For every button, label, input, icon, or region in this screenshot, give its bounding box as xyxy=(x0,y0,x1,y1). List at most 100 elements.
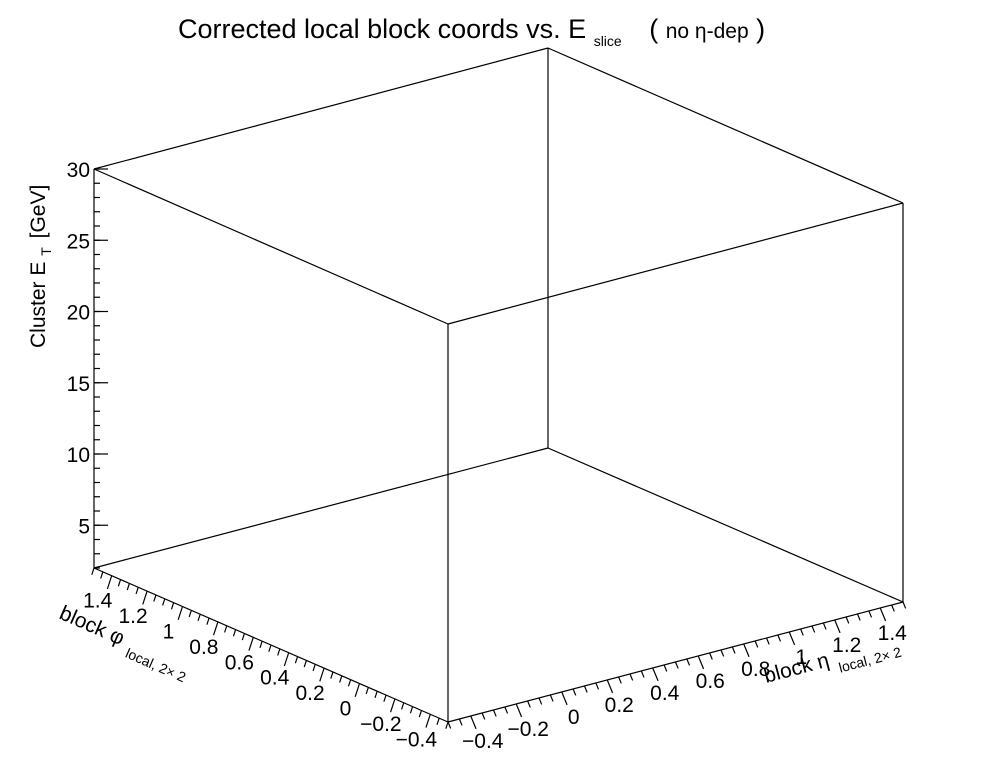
chart-title-subscript: slice xyxy=(594,33,622,49)
y-minor-tick xyxy=(232,629,237,637)
x-tick-label: 1.4 xyxy=(878,622,908,645)
x-axis-tick-labels: −0.4−0.2 0 0.2 0.4 0.6 0.8 1 1.2 1.4 xyxy=(462,622,907,753)
z-tick-label: 5 xyxy=(78,515,90,538)
y-tick-label: 0 xyxy=(340,698,352,721)
x-tick-label: 0.2 xyxy=(605,694,634,717)
z-axis-title: Cluster E T [GeV] xyxy=(27,185,56,348)
x-minor-tick xyxy=(686,658,691,666)
x-major-tick xyxy=(743,643,750,658)
x-minor-tick xyxy=(640,670,645,678)
x-major-tick xyxy=(606,679,614,694)
y-major-tick xyxy=(248,637,254,651)
box-edge-back-right-bottom xyxy=(547,447,904,603)
x-major-tick xyxy=(515,703,523,718)
x-minor-tick xyxy=(572,688,577,696)
y-minor-tick xyxy=(303,660,307,668)
y-major-tick xyxy=(389,698,396,713)
box-edge-back-right-top xyxy=(547,47,904,204)
z-axis-tick-labels: 5 10 15 20 25 30 xyxy=(67,159,90,538)
y-axis-title-subscript: local, 2× 2 xyxy=(123,645,188,685)
x-axis-ticks xyxy=(447,601,907,730)
y-tick-label: 0.4 xyxy=(260,667,290,690)
y-minor-tick xyxy=(409,706,414,714)
z-axis-ticks xyxy=(94,168,108,569)
y-major-tick xyxy=(142,590,148,605)
x-minor-tick xyxy=(458,718,463,726)
x-minor-tick xyxy=(504,706,509,714)
y-minor-tick xyxy=(294,656,299,664)
y-axis-ticks xyxy=(91,567,449,729)
x-major-tick xyxy=(879,607,887,622)
x-minor-tick xyxy=(765,637,770,645)
x-minor-tick xyxy=(868,610,873,618)
x-minor-tick xyxy=(663,664,668,672)
x-major-tick xyxy=(652,667,659,682)
x-tick-label: 0.8 xyxy=(741,658,770,681)
y-minor-tick xyxy=(135,587,139,595)
y-major-tick xyxy=(425,714,431,728)
y-minor-tick xyxy=(126,583,130,591)
x-minor-tick xyxy=(527,700,531,708)
x-minor-tick xyxy=(674,661,679,669)
y-minor-tick xyxy=(259,640,263,648)
y-minor-tick xyxy=(170,602,175,610)
x-minor-tick xyxy=(538,697,543,705)
y-minor-tick xyxy=(401,702,405,710)
chart-title: Corrected local block coords vs. E slice… xyxy=(178,14,765,52)
x-minor-tick xyxy=(629,673,634,681)
y-major-tick xyxy=(212,621,219,636)
y-minor-tick xyxy=(153,594,157,602)
y-minor-tick xyxy=(374,691,378,699)
x-minor-tick xyxy=(845,616,850,624)
y-tick-label: 1 xyxy=(163,621,175,644)
y-minor-tick xyxy=(330,671,334,679)
x-minor-tick xyxy=(800,628,804,636)
y-minor-tick xyxy=(206,617,210,625)
y-major-tick xyxy=(354,683,361,697)
y-minor-tick xyxy=(312,664,316,672)
x-major-tick xyxy=(697,655,705,670)
chart-title-note-open: ( xyxy=(649,14,658,44)
x-tick-label: −0.4 xyxy=(462,730,504,753)
y-minor-tick xyxy=(100,571,104,579)
x-minor-tick xyxy=(447,721,452,729)
y-tick-label: 0.8 xyxy=(189,636,218,659)
x-minor-tick xyxy=(709,652,713,660)
x-tick-label: −0.2 xyxy=(508,718,549,741)
y-minor-tick xyxy=(268,644,272,652)
y-major-tick xyxy=(283,652,290,667)
y-axis-tick-labels: −0.4−0.2 0 0.20.4 0.6 0.8 1 1.21.4 xyxy=(83,590,437,752)
z-axis-title-unit: [GeV] xyxy=(27,185,50,239)
x-minor-tick xyxy=(822,622,827,630)
x-minor-tick xyxy=(811,625,816,633)
x-minor-tick xyxy=(731,646,736,654)
chart-title-main: Corrected local block coords vs. E xyxy=(178,14,586,44)
y-minor-tick xyxy=(117,579,122,587)
box-edge-front-left-top xyxy=(93,168,449,325)
y-major-tick xyxy=(177,606,184,620)
y-minor-tick xyxy=(277,648,281,656)
y-minor-tick xyxy=(91,567,95,575)
x-minor-tick xyxy=(720,649,725,657)
z-tick-label: 10 xyxy=(67,444,90,467)
x-minor-tick xyxy=(618,676,622,684)
y-minor-tick xyxy=(224,625,228,633)
z-tick-label: 30 xyxy=(67,159,90,182)
y-minor-tick xyxy=(418,710,423,718)
y-minor-tick xyxy=(347,679,352,687)
x-major-tick xyxy=(470,715,477,730)
z-tick-label: 25 xyxy=(67,230,90,253)
x-major-tick xyxy=(834,619,841,634)
chart-title-note-close: ) xyxy=(756,14,765,44)
x-tick-label: 0.6 xyxy=(696,670,725,693)
x-minor-tick xyxy=(549,694,554,702)
y-minor-tick xyxy=(365,687,369,695)
y-tick-label: 1.2 xyxy=(118,605,147,628)
y-minor-tick xyxy=(436,717,440,725)
x-tick-label: 1 xyxy=(795,646,807,669)
z-tick-label: 15 xyxy=(67,373,90,396)
x-minor-tick xyxy=(583,685,588,693)
box-edge-back-left-bottom xyxy=(93,447,549,569)
y-major-tick xyxy=(319,667,325,682)
